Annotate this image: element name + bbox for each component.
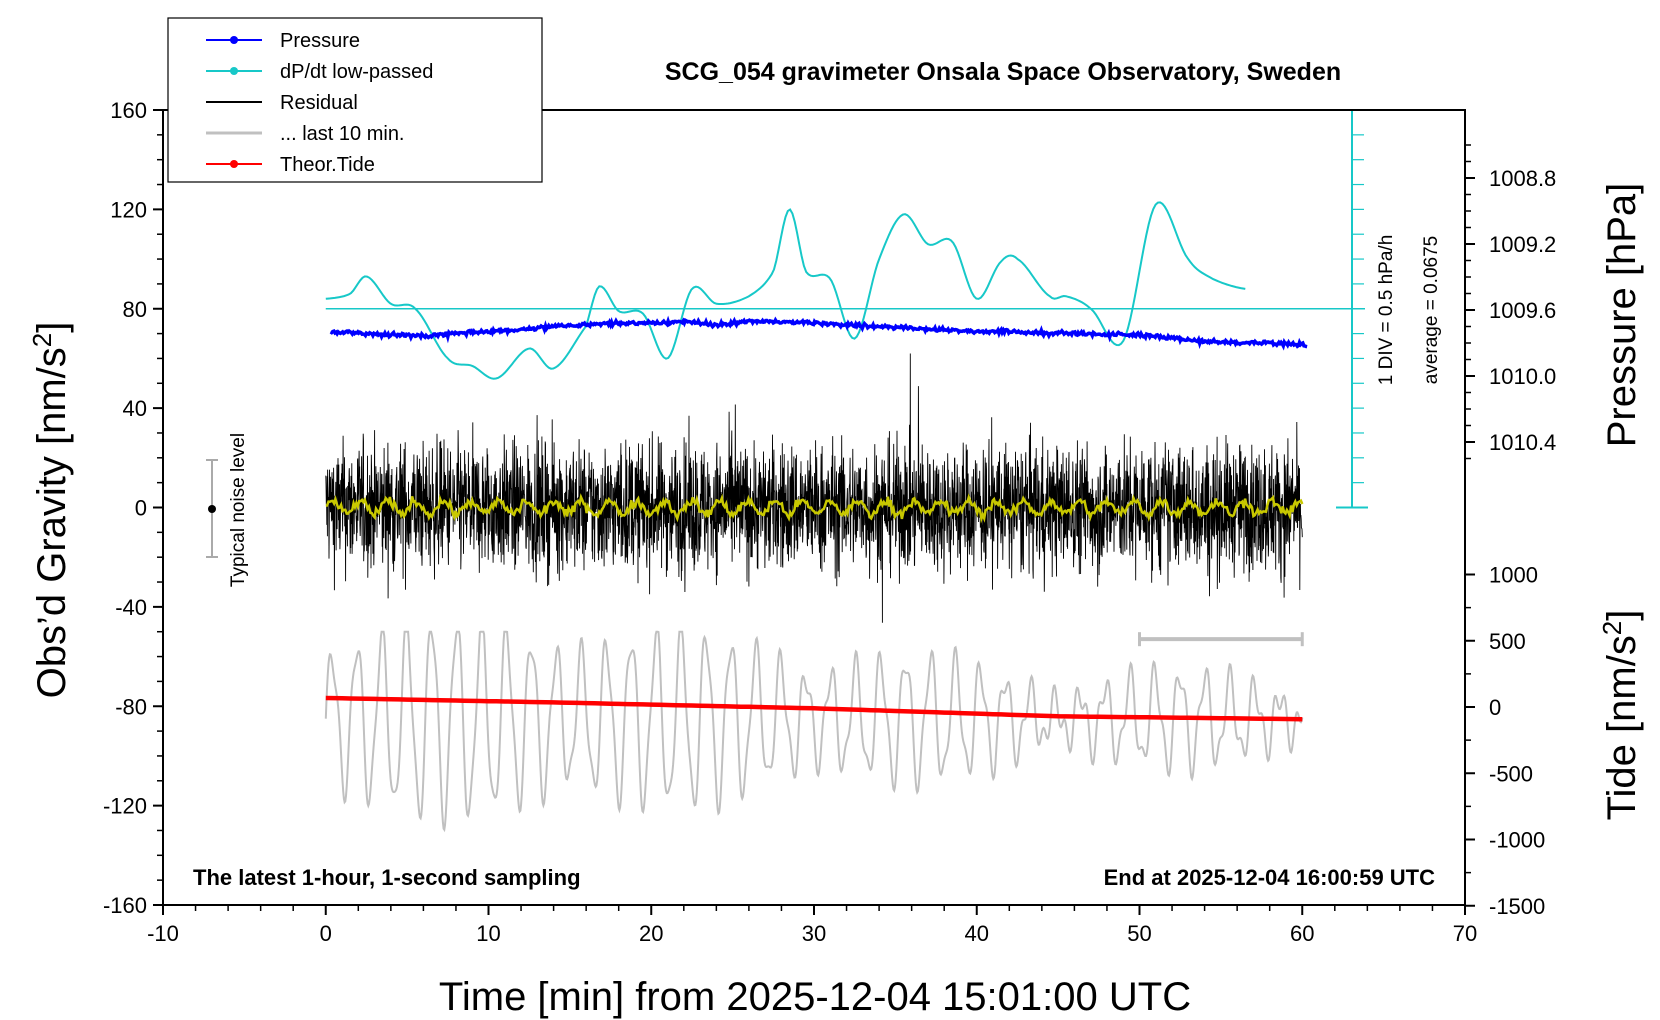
y-axis-label-left: Obs’d Gravity [nm/s2]	[27, 322, 74, 699]
annotation-latest-hour: The latest 1-hour, 1-second sampling	[193, 865, 581, 890]
legend-marker-dpdt	[230, 67, 238, 75]
x-tick-label: 60	[1290, 921, 1314, 946]
y-tick-label: 40	[123, 396, 147, 421]
residual-smoothed-line	[325, 493, 1304, 524]
x-tick-label: 20	[639, 921, 663, 946]
pressure-tick-label: 1009.2	[1489, 232, 1556, 257]
annotation-end-time: End at 2025-12-04 16:00:59 UTC	[1104, 865, 1435, 890]
tide-tick-label: -1000	[1489, 828, 1545, 853]
legend-label-dpdt: dP/dt low-passed	[280, 61, 433, 83]
dpdt-line	[325, 201, 1246, 380]
x-tick-label: 30	[802, 921, 826, 946]
x-tick-label: 70	[1453, 921, 1477, 946]
tide-tick-label: -500	[1489, 761, 1533, 786]
y-axis-label-left-suffix: ]	[30, 322, 74, 333]
y-tick-label: 80	[123, 297, 147, 322]
legend-items: Pressure dP/dt low-passed Residual ... last…	[206, 30, 433, 176]
x-tick-label: 0	[320, 921, 332, 946]
legend-label-last10: ... last 10 min.	[280, 123, 405, 145]
y-tick-label: 0	[135, 496, 147, 521]
data-layer	[324, 109, 1368, 833]
dpdt-average-label: average = 0.0675	[1421, 236, 1442, 384]
tide-tick-label: 0	[1489, 695, 1501, 720]
legend-marker-tide	[230, 160, 238, 168]
axes-layer: -10 0 10 20 30 40 50 60 70 160 120 80 40 0 -40 -80 -120 -…	[103, 98, 1556, 946]
tide-axis-label-text: Tide [nm/s	[1600, 635, 1644, 820]
legend-marker-pressure	[230, 36, 238, 44]
x-tick-label: 40	[965, 921, 989, 946]
y-tick-label: -120	[103, 794, 147, 819]
tide-axis-label-suffix: ]	[1600, 610, 1644, 621]
tide-line	[325, 695, 1303, 722]
x-tick-label: 50	[1127, 921, 1151, 946]
pressure-line	[329, 315, 1308, 351]
tide-tick-label: 500	[1489, 629, 1526, 654]
pressure-axis-label: Pressure [hPa]	[1600, 183, 1644, 448]
pressure-tick-label: 1010.4	[1489, 430, 1556, 455]
x-axis-label: Time [min] from 2025-12-04 15:01:00 UTC	[439, 975, 1191, 1019]
tide-tick-label: -1500	[1489, 894, 1545, 919]
pressure-tick-label: 1009.6	[1489, 298, 1556, 323]
legend-label-tide: Theor.Tide	[280, 154, 375, 176]
pressure-tick-label: 1008.8	[1489, 166, 1556, 191]
y-tick-label: -40	[115, 595, 147, 620]
y-tick-label: -80	[115, 694, 147, 719]
legend-box	[167, 17, 543, 183]
legend-label-pressure: Pressure	[280, 30, 360, 52]
y-tick-label: 160	[110, 98, 147, 123]
y-tick-label: 120	[110, 197, 147, 222]
tide-axis-label-sup: 2	[1597, 621, 1627, 635]
legend-label-residual: Residual	[280, 92, 358, 114]
y-axis-label-left-sup: 2	[27, 333, 57, 347]
chart-title: SCG_054 gravimeter Onsala Space Observat…	[665, 58, 1341, 86]
legend: Pressure dP/dt low-passed Residual ... last…	[167, 17, 543, 183]
y-axis-label-left-text: Obs’d Gravity [nm/s	[30, 347, 74, 698]
tide-tick-label: 1000	[1489, 563, 1538, 588]
residual-line	[325, 353, 1303, 623]
noise-level-label: Typical noise level	[228, 433, 249, 587]
tide-axis-label: Tide [nm/s2]	[1597, 610, 1644, 821]
pressure-tick-label: 1010.0	[1489, 364, 1556, 389]
noise-level-dot	[208, 505, 216, 513]
x-tick-label: 10	[476, 921, 500, 946]
last10-line	[324, 630, 1304, 833]
x-tick-label: -10	[147, 921, 179, 946]
y-tick-label: -160	[103, 893, 147, 918]
dpdt-scale-label: 1 DIV = 0.5 hPa/h	[1376, 235, 1397, 386]
